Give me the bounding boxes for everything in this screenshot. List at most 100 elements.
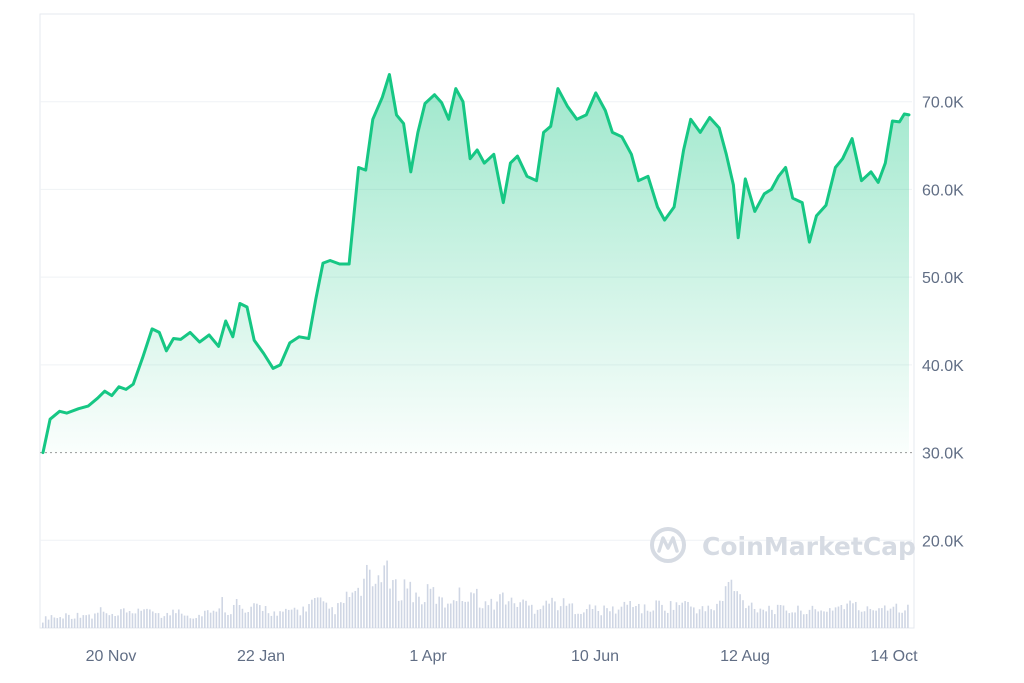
volume-bar <box>565 605 568 628</box>
volume-bar <box>794 612 796 628</box>
volume-bar <box>290 609 293 628</box>
volume-bar <box>195 618 197 628</box>
volume-bar <box>198 614 200 628</box>
volume-bar <box>128 611 131 628</box>
volume-bar <box>149 609 151 628</box>
volume-bar <box>568 603 571 628</box>
volume-bar <box>852 603 854 628</box>
volume-bar <box>82 615 85 628</box>
volume-bar <box>898 612 901 628</box>
volume-bar <box>421 604 423 628</box>
volume-bar <box>467 601 469 628</box>
volume-bar <box>449 603 452 628</box>
volume-bar <box>814 609 817 628</box>
volume-bar <box>716 603 718 628</box>
volume-bar <box>438 596 440 628</box>
volume-bar <box>238 605 241 628</box>
volume-bar <box>672 609 675 628</box>
x-tick-label: 14 Oct <box>870 648 918 665</box>
volume-bar <box>79 617 82 628</box>
volume-bar <box>224 612 226 628</box>
volume-bar <box>96 612 99 628</box>
volume-bar <box>478 607 481 628</box>
volume-bar <box>204 610 206 628</box>
volume-bar <box>389 588 391 628</box>
volume-bar <box>591 608 594 628</box>
volume-bar <box>143 609 145 628</box>
price-area-fill <box>43 74 909 453</box>
volume-bar <box>849 600 851 628</box>
volume-bar <box>403 579 406 628</box>
volume-bar <box>120 609 122 628</box>
volume-bar <box>111 613 114 628</box>
volume-bar <box>166 612 169 628</box>
volume-bar <box>360 595 362 628</box>
volume-bar <box>881 608 883 628</box>
volume-bar <box>114 616 116 628</box>
volume-bar <box>137 608 140 628</box>
volume-bar <box>791 612 793 628</box>
volume-bar <box>834 607 837 628</box>
volume-bar <box>279 611 281 628</box>
volume-bar <box>583 612 585 628</box>
volume-bar <box>632 607 634 628</box>
volume-bar <box>580 613 582 628</box>
volume-bar <box>302 606 304 628</box>
volume-bar <box>209 612 212 628</box>
volume-bar <box>837 606 840 628</box>
volume-bar <box>406 588 409 628</box>
volume-bar <box>522 599 524 628</box>
x-tick-label: 12 Aug <box>720 648 770 665</box>
volume-bar <box>134 613 137 628</box>
volume-bar <box>186 615 189 628</box>
volume-bar <box>201 616 203 628</box>
x-tick-label: 10 Jun <box>571 648 619 665</box>
volume-bar <box>394 579 397 628</box>
y-tick-label: 70.0K <box>922 95 964 112</box>
volume-bar <box>380 582 383 628</box>
volume-bar <box>441 597 443 628</box>
volume-bar <box>733 591 736 628</box>
volume-bar <box>551 597 553 628</box>
watermark: CoinMarketCap <box>650 527 916 563</box>
volume-bar <box>123 608 125 628</box>
volume-bar <box>175 613 177 628</box>
volume-bar <box>99 607 102 628</box>
volume-bar <box>736 591 738 628</box>
volume-bar <box>901 612 903 628</box>
volume-bar <box>305 611 307 628</box>
volume-bar <box>105 613 108 628</box>
volume-bar <box>678 605 681 628</box>
volume-bar <box>342 603 345 628</box>
volume-bar <box>655 600 657 628</box>
price-line[interactable] <box>41 73 911 455</box>
volume-bar <box>180 613 183 628</box>
volume-bar <box>869 608 872 628</box>
volume-bar <box>782 605 785 628</box>
volume-bar <box>713 610 715 628</box>
volume-bar <box>331 607 333 628</box>
volume-bar <box>299 615 302 628</box>
volume-bar <box>285 608 287 628</box>
volume-bar <box>594 605 597 628</box>
volume-bar <box>857 610 860 628</box>
volume-bar <box>863 611 866 628</box>
volume-bar <box>59 617 61 628</box>
volume-bar <box>397 600 400 628</box>
volume-bar <box>693 607 695 628</box>
volume-bar <box>742 600 744 628</box>
volume-bar <box>675 602 678 628</box>
volume-bar <box>895 603 898 628</box>
volume-bar <box>131 613 134 628</box>
volume-bar <box>502 592 504 628</box>
volume-bar <box>669 601 672 628</box>
volume-bar <box>797 605 799 628</box>
volume-bar <box>499 594 501 628</box>
volume-bar <box>724 586 727 628</box>
volume-bar <box>70 618 73 628</box>
y-tick-label: 40.0K <box>922 358 964 375</box>
volume-bar <box>172 609 174 628</box>
volume-bar <box>232 604 235 628</box>
volume-bar <box>337 603 339 628</box>
